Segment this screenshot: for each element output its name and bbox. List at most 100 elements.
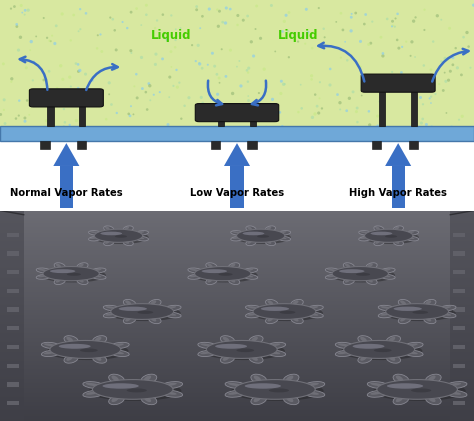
- Bar: [0, 288, 474, 290]
- Ellipse shape: [428, 376, 436, 381]
- Point: [389, 22, 396, 29]
- Bar: [0, 223, 474, 224]
- Point: [65, 87, 73, 94]
- Ellipse shape: [206, 263, 217, 269]
- Point: [280, 81, 287, 88]
- Point: [337, 106, 344, 113]
- Point: [143, 2, 150, 8]
- Point: [146, 83, 154, 89]
- Bar: [0, 303, 474, 304]
- Bar: [7, 382, 19, 386]
- Ellipse shape: [267, 317, 273, 322]
- Bar: [0, 210, 24, 421]
- Bar: [0, 409, 474, 410]
- Bar: [0, 379, 474, 380]
- Point: [97, 31, 104, 38]
- Ellipse shape: [396, 397, 403, 402]
- Ellipse shape: [345, 264, 350, 267]
- Ellipse shape: [36, 274, 51, 279]
- Ellipse shape: [251, 356, 258, 361]
- Bar: [0, 283, 474, 284]
- Bar: [0, 352, 474, 353]
- Point: [48, 32, 56, 39]
- Ellipse shape: [164, 392, 177, 395]
- Bar: [0, 376, 474, 377]
- Ellipse shape: [327, 269, 336, 271]
- Point: [206, 6, 213, 13]
- Point: [347, 27, 355, 34]
- Bar: [0, 343, 474, 344]
- Ellipse shape: [251, 305, 323, 321]
- Bar: [0, 362, 474, 363]
- Point: [222, 5, 230, 11]
- Ellipse shape: [386, 304, 448, 320]
- Point: [309, 114, 316, 121]
- Ellipse shape: [283, 395, 299, 405]
- Bar: [0, 276, 474, 277]
- Ellipse shape: [92, 355, 107, 363]
- Point: [395, 45, 402, 51]
- Point: [59, 91, 67, 98]
- Bar: [0, 277, 474, 278]
- Bar: [0, 380, 474, 381]
- Ellipse shape: [215, 344, 247, 349]
- Point: [332, 19, 340, 25]
- Bar: [453, 289, 465, 293]
- Ellipse shape: [353, 344, 384, 349]
- Bar: [0, 412, 474, 413]
- Point: [234, 21, 241, 28]
- Ellipse shape: [166, 313, 176, 316]
- Point: [210, 116, 218, 123]
- Point: [346, 95, 353, 101]
- Bar: [0, 315, 474, 316]
- Point: [301, 40, 309, 47]
- Point: [185, 94, 193, 101]
- Point: [0, 111, 4, 118]
- Bar: [0, 220, 474, 221]
- Point: [392, 15, 399, 22]
- Point: [321, 34, 328, 41]
- Point: [214, 6, 221, 13]
- Bar: [0, 261, 474, 262]
- Point: [426, 95, 433, 102]
- Bar: [0, 360, 474, 361]
- Ellipse shape: [265, 240, 275, 245]
- Bar: [0, 381, 474, 382]
- Ellipse shape: [203, 342, 285, 360]
- Point: [236, 58, 243, 64]
- Ellipse shape: [54, 263, 65, 269]
- Bar: [411, 76, 417, 126]
- Ellipse shape: [247, 313, 257, 316]
- Bar: [0, 251, 474, 253]
- Bar: [0, 349, 474, 350]
- Ellipse shape: [267, 226, 271, 230]
- Bar: [0, 272, 474, 273]
- Bar: [0, 404, 474, 405]
- Point: [234, 12, 242, 19]
- Point: [365, 41, 373, 48]
- Bar: [0, 320, 474, 321]
- Bar: [247, 141, 257, 149]
- Ellipse shape: [339, 269, 365, 273]
- Point: [377, 34, 385, 40]
- Ellipse shape: [400, 300, 406, 305]
- Ellipse shape: [378, 305, 395, 311]
- Ellipse shape: [125, 300, 131, 305]
- Ellipse shape: [375, 226, 380, 230]
- Point: [445, 77, 452, 83]
- Ellipse shape: [406, 231, 419, 235]
- Point: [362, 11, 369, 18]
- Point: [222, 73, 230, 80]
- Ellipse shape: [446, 381, 467, 389]
- Ellipse shape: [144, 397, 151, 402]
- Ellipse shape: [193, 268, 257, 282]
- Bar: [0, 241, 474, 242]
- Point: [434, 12, 441, 19]
- Ellipse shape: [123, 226, 133, 232]
- Point: [452, 45, 459, 51]
- Ellipse shape: [66, 337, 73, 342]
- Bar: [0, 378, 474, 379]
- Bar: [0, 384, 474, 385]
- Bar: [0, 401, 474, 402]
- Point: [137, 22, 145, 29]
